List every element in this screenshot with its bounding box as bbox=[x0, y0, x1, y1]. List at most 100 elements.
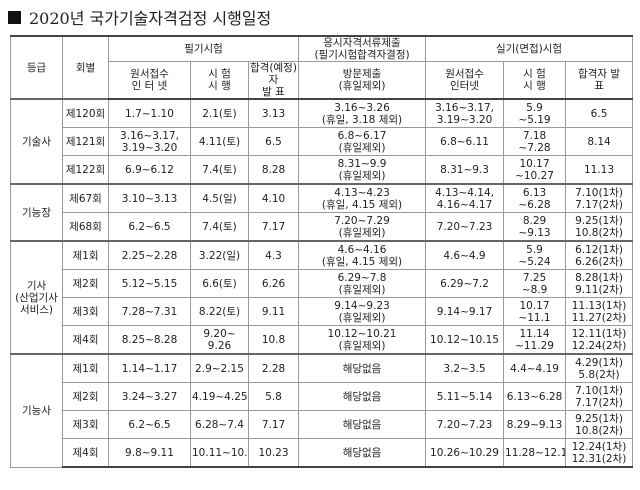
date-cell: 10.23 bbox=[247, 438, 300, 468]
date-cell: 10.17 ~11.1 bbox=[503, 297, 567, 326]
date-cell: 7.10(1차) 7.17(2차) bbox=[565, 183, 634, 213]
table-row: 제3회 7.28~7.31 8.22(토) 9.11 9.14~9.23 (휴일제외) 9… bbox=[11, 297, 634, 326]
date-cell: 8.31~9.3 bbox=[425, 155, 505, 185]
header-cell: 필기시험 bbox=[107, 35, 300, 62]
date-cell: 11.13 bbox=[565, 155, 634, 185]
table-row: 제4회9.8~9.1110.11~10.1710.23해당없음10.26~10.… bbox=[11, 438, 634, 468]
date-cell: 9.14~9.23 (휴일제외) bbox=[298, 297, 427, 326]
date-cell: 5.12~5.15 bbox=[108, 269, 191, 298]
date-cell: 10.11~10.17 bbox=[190, 438, 249, 468]
date-cell: 8.29~9.13 bbox=[503, 410, 567, 439]
table-body: 등급 회별 필기시험 응시자격서류제출 (필기시험합격자결정) 실기(면접)시험 원서접수… bbox=[10, 35, 634, 468]
date-cell: 5.8 bbox=[247, 382, 300, 411]
table-row: 제2회 5.12~5.15 6.6(토) 6.26 6.29~7.8 (휴일제외) 6.2… bbox=[11, 269, 634, 298]
date-cell: 7.20~7.29 (휴일제외) bbox=[298, 212, 427, 242]
date-cell: 11.28~12.13 bbox=[503, 438, 567, 468]
date-cell: 6.8~6.11 bbox=[425, 127, 505, 156]
date-cell: 6.6(토) bbox=[190, 269, 249, 298]
date-cell: 7.28~7.31 bbox=[108, 297, 191, 326]
date-cell: 3.22(일) bbox=[190, 240, 249, 270]
date-cell: 3.24~3.27 bbox=[108, 382, 191, 411]
grade-cell: 기능사 bbox=[10, 353, 63, 468]
date-cell: 4.10 bbox=[247, 183, 300, 213]
date-cell: 4.3 bbox=[247, 240, 300, 270]
date-cell: 1.14~1.17 bbox=[108, 353, 191, 383]
grade-cell: 기술사 bbox=[10, 98, 63, 185]
round-cell: 제2회 bbox=[62, 269, 109, 298]
date-cell: 6.9~6.12 bbox=[108, 155, 191, 185]
date-cell: 7.17 bbox=[247, 212, 300, 242]
table-row: 제121회 3.16~3.17, 3.19~3.20 4.11(토) 6.5 6.8~6… bbox=[11, 127, 634, 156]
date-cell: 2.28 bbox=[247, 353, 300, 383]
date-cell: 4.19~4.25 bbox=[190, 382, 249, 411]
round-cell: 제2회 bbox=[62, 382, 109, 411]
date-cell: 5.9 ~5.19 bbox=[503, 98, 567, 128]
date-cell: 4.4~4.19 bbox=[503, 353, 567, 383]
date-cell: 7.4(토) bbox=[190, 212, 249, 242]
date-cell: 10.26~10.29 bbox=[425, 438, 505, 468]
round-cell: 제4회 bbox=[62, 438, 109, 468]
date-cell: 6.29~7.2 bbox=[425, 269, 505, 298]
date-cell: 6.13~6.28 bbox=[503, 382, 567, 411]
header-cell: 합격(예정)자 발 표 bbox=[247, 61, 300, 100]
date-cell: 9.20~ 9.26 bbox=[190, 325, 249, 355]
table-row: 제4회 8.25~8.28 9.20~ 9.26 10.8 10.12~10.21 (휴… bbox=[11, 325, 634, 355]
date-cell: 9.25(1차) 10.8(2차) bbox=[565, 212, 634, 242]
round-cell: 제3회 bbox=[62, 410, 109, 439]
round-cell: 제67회 bbox=[62, 183, 109, 213]
date-cell: 3.13 bbox=[247, 98, 300, 128]
date-cell: 8.14 bbox=[565, 127, 634, 156]
date-cell: 3.16~3.17, 3.19~3.20 bbox=[108, 127, 191, 156]
date-cell: 2.9~2.15 bbox=[190, 353, 249, 383]
date-cell: 8.28 bbox=[247, 155, 300, 185]
date-cell: 11.14 ~11.29 bbox=[503, 325, 567, 355]
date-cell: 4.11(토) bbox=[190, 127, 249, 156]
header-cell: 방문제출 (휴일제외) bbox=[298, 61, 427, 100]
date-cell: 8.28(1차) 9.11(2차) bbox=[565, 269, 634, 298]
date-cell: 해당없음 bbox=[298, 382, 427, 411]
date-cell: 6.2~6.5 bbox=[108, 410, 191, 439]
table-row: 제122회 6.9~6.12 7.4(토) 8.28 8.31~9.9 (휴일제외) 8.… bbox=[11, 155, 634, 185]
date-cell: 5.11~5.14 bbox=[425, 382, 505, 411]
round-cell: 제1회 bbox=[62, 353, 109, 383]
date-cell: 9.14~9.17 bbox=[425, 297, 505, 326]
date-cell: 12.24(1차) 12.31(2차) bbox=[565, 438, 634, 468]
date-cell: 5.9 ~5.24 bbox=[503, 240, 567, 270]
date-cell: 4.5(일) bbox=[190, 183, 249, 213]
round-cell: 제122회 bbox=[62, 155, 109, 185]
date-cell: 3.10~3.13 bbox=[108, 183, 191, 213]
table-row: 기사 (산업기사 서비스) 제1회 2.25~2.28 3.22(일) 4.3 4.6~4… bbox=[10, 240, 634, 355]
date-cell: 4.13~4.14, 4.16~4.17 bbox=[425, 183, 505, 213]
table-row: 제68회 6.2~6.5 7.4(토) 7.17 7.20~7.29 (휴일제외) 7.2… bbox=[11, 212, 634, 242]
date-cell: 9.11 bbox=[247, 297, 300, 326]
date-cell: 6.5 bbox=[565, 98, 634, 128]
date-cell: 4.13~4.23 (휴일, 4.15 제외) bbox=[298, 183, 427, 213]
date-cell: 7.10(1차) 7.17(2차) bbox=[565, 382, 634, 411]
round-cell: 제68회 bbox=[62, 212, 109, 242]
date-cell: 7.25 ~8.9 bbox=[503, 269, 567, 298]
header: 2020년 국가기술자격검정 시행일정 bbox=[8, 6, 271, 28]
date-cell: 11.13(1차) 11.27(2차) bbox=[565, 297, 634, 326]
schedule-table: 등급 회별 필기시험 응시자격서류제출 (필기시험합격자결정) 실기(면접)시험 원서접수… bbox=[10, 35, 634, 468]
date-cell: 10.12~10.15 bbox=[425, 325, 505, 355]
date-cell: 7.20~7.23 bbox=[425, 410, 505, 439]
round-cell: 제4회 bbox=[62, 325, 109, 355]
date-cell: 6.12(1차) 6.26(2차) bbox=[565, 240, 634, 270]
date-cell: 6.8~6.17 (휴일제외) bbox=[298, 127, 427, 156]
date-cell: 10.12~10.21 (휴일제외) bbox=[298, 325, 427, 355]
round-cell: 제120회 bbox=[62, 98, 109, 128]
date-cell: 8.22(토) bbox=[190, 297, 249, 326]
date-cell: 8.29 ~9.13 bbox=[503, 212, 567, 242]
header-cell: 원서접수 인터넷 bbox=[425, 61, 505, 100]
date-cell: 7.17 bbox=[247, 410, 300, 439]
header-cell: 실기(면접)시험 bbox=[425, 35, 634, 62]
date-cell: 8.25~8.28 bbox=[108, 325, 191, 355]
date-cell: 6.29~7.8 (휴일제외) bbox=[298, 269, 427, 298]
header-cell: 회별 bbox=[62, 35, 109, 100]
date-cell: 6.2~6.5 bbox=[108, 212, 191, 242]
header-row: 등급 회별 필기시험 응시자격서류제출 (필기시험합격자결정) 실기(면접)시험 bbox=[10, 35, 634, 100]
date-cell: 9.8~9.11 bbox=[108, 438, 191, 468]
date-cell: 7.20~7.23 bbox=[425, 212, 505, 242]
